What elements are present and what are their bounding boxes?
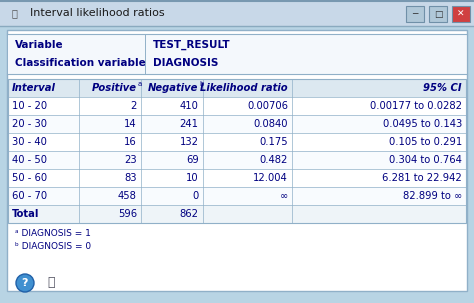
Text: 🖨: 🖨: [47, 277, 55, 289]
Circle shape: [16, 274, 34, 292]
Text: 30 - 40: 30 - 40: [12, 137, 47, 147]
Text: 16: 16: [124, 137, 137, 147]
Bar: [8, 34, 466, 74]
Text: 82.899 to ∞: 82.899 to ∞: [402, 191, 462, 201]
Text: 241: 241: [180, 119, 199, 129]
Text: 60 - 70: 60 - 70: [12, 191, 47, 201]
Bar: [429, 6, 447, 22]
Bar: [8, 79, 466, 223]
Text: 83: 83: [124, 173, 137, 183]
Text: ?: ?: [22, 278, 28, 288]
Text: Negative: Negative: [148, 83, 199, 93]
Text: 10 - 20: 10 - 20: [12, 101, 47, 111]
Text: Variable: Variable: [15, 40, 64, 50]
Text: 458: 458: [118, 191, 137, 201]
Text: 2: 2: [130, 101, 137, 111]
Text: 6.281 to 22.942: 6.281 to 22.942: [382, 173, 462, 183]
Bar: [8, 79, 466, 223]
Text: 0.0495 to 0.143: 0.0495 to 0.143: [383, 119, 462, 129]
Text: □: □: [434, 9, 442, 18]
Text: 10: 10: [186, 173, 199, 183]
Text: 12.004: 12.004: [253, 173, 288, 183]
Text: Positive: Positive: [92, 83, 137, 93]
Text: 95% CI: 95% CI: [423, 83, 462, 93]
Text: 0.00177 to 0.0282: 0.00177 to 0.0282: [370, 101, 462, 111]
Text: 862: 862: [180, 209, 199, 219]
Bar: [0, 0, 474, 26]
Text: Total: Total: [12, 209, 39, 219]
Bar: [8, 79, 466, 97]
Text: 69: 69: [186, 155, 199, 165]
Text: 0.00706: 0.00706: [247, 101, 288, 111]
Text: 0.0840: 0.0840: [254, 119, 288, 129]
Bar: [452, 6, 470, 22]
Bar: [7, 30, 467, 291]
Text: Classification variable: Classification variable: [15, 58, 146, 68]
Text: 50 - 60: 50 - 60: [12, 173, 47, 183]
Text: ∞: ∞: [280, 191, 288, 201]
Bar: [8, 205, 466, 223]
Text: 132: 132: [180, 137, 199, 147]
Text: 0.304 to 0.764: 0.304 to 0.764: [389, 155, 462, 165]
Bar: [8, 151, 466, 169]
Text: 596: 596: [118, 209, 137, 219]
Text: ᵇ DIAGNOSIS = 0: ᵇ DIAGNOSIS = 0: [15, 242, 91, 251]
Text: Interval: Interval: [12, 83, 56, 93]
Text: 0: 0: [192, 191, 199, 201]
Text: 0.105 to 0.291: 0.105 to 0.291: [389, 137, 462, 147]
Text: a: a: [138, 81, 142, 87]
Text: DIAGNOSIS: DIAGNOSIS: [153, 58, 219, 68]
Text: 0.175: 0.175: [259, 137, 288, 147]
Text: Interval likelihood ratios: Interval likelihood ratios: [30, 8, 164, 18]
Bar: [8, 115, 466, 133]
Text: 14: 14: [124, 119, 137, 129]
Text: 40 - 50: 40 - 50: [12, 155, 47, 165]
Text: 23: 23: [124, 155, 137, 165]
Text: ᵃ DIAGNOSIS = 1: ᵃ DIAGNOSIS = 1: [15, 229, 91, 238]
Text: TEST_RESULT: TEST_RESULT: [153, 40, 231, 50]
Text: Likelihood ratio: Likelihood ratio: [201, 83, 288, 93]
Text: ─: ─: [412, 9, 418, 18]
Bar: [8, 187, 466, 205]
Text: 410: 410: [180, 101, 199, 111]
Text: 0.482: 0.482: [260, 155, 288, 165]
Bar: [406, 6, 424, 22]
Text: ✕: ✕: [457, 9, 465, 18]
Text: 20 - 30: 20 - 30: [12, 119, 47, 129]
Text: b: b: [200, 81, 204, 87]
Text: 🗎: 🗎: [11, 8, 17, 18]
